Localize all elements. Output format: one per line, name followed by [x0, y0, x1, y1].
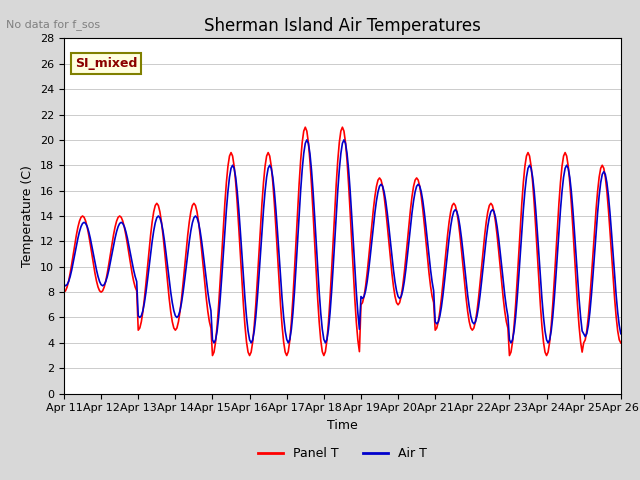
- X-axis label: Time: Time: [327, 419, 358, 432]
- Panel T: [164, 280, 172, 286]
- Y-axis label: Temperature (C): Temperature (C): [22, 165, 35, 267]
- Panel T: [412, 177, 419, 183]
- Air T: [617, 331, 625, 336]
- Panel T: [399, 283, 406, 289]
- Air T: [60, 282, 68, 288]
- Air T: [76, 229, 83, 235]
- Air T: [399, 288, 406, 294]
- Air T: [380, 189, 388, 195]
- Panel T: [209, 353, 216, 359]
- Air T: [164, 264, 172, 270]
- Text: SI_mixed: SI_mixed: [75, 57, 138, 70]
- Air T: [412, 189, 419, 195]
- Panel T: [380, 193, 388, 199]
- Title: Sherman Island Air Temperatures: Sherman Island Air Temperatures: [204, 17, 481, 36]
- Line: Panel T: Panel T: [64, 127, 621, 356]
- Panel T: [552, 251, 559, 257]
- Line: Air T: Air T: [64, 140, 621, 343]
- Panel T: [301, 124, 309, 130]
- Panel T: [60, 289, 68, 295]
- Air T: [552, 274, 559, 280]
- Legend: Panel T, Air T: Panel T, Air T: [253, 443, 432, 466]
- Air T: [210, 340, 218, 346]
- Panel T: [617, 340, 625, 346]
- Air T: [303, 137, 310, 143]
- Text: No data for f_sos: No data for f_sos: [6, 19, 100, 30]
- Panel T: [76, 218, 83, 224]
